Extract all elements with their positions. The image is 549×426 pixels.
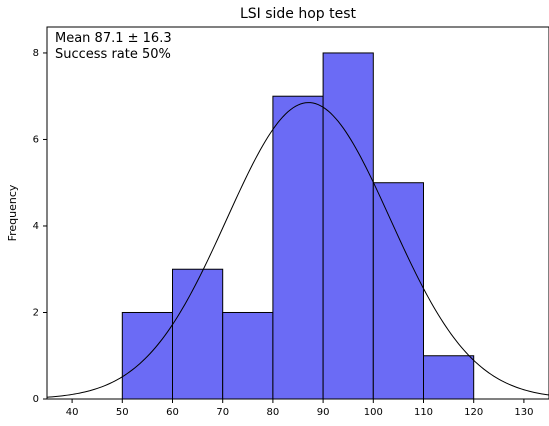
y-tick-label-6: 6 (33, 134, 39, 145)
y-tick-label-2: 2 (33, 307, 39, 318)
y-axis-label: Frequency (6, 184, 19, 241)
x-tick-label-100: 100 (364, 407, 383, 418)
y-tick-label-0: 0 (33, 394, 39, 405)
y-tick-label-4: 4 (33, 221, 39, 232)
histogram-bars (121, 52, 475, 400)
y-axis: 0 2 4 6 8 (33, 48, 47, 405)
normal-curve (46, 102, 549, 398)
x-tick-label-60: 60 (166, 407, 179, 418)
x-tick-label-110: 110 (414, 407, 433, 418)
y-tick-label-8: 8 (33, 48, 39, 59)
x-tick-label-80: 80 (267, 407, 280, 418)
x-tick-label-40: 40 (66, 407, 79, 418)
chart-title: LSI side hop test (240, 6, 357, 22)
histogram-bar-60-70 (172, 268, 224, 400)
histogram-bar-90-100 (322, 52, 374, 400)
x-tick-label-70: 70 (216, 407, 229, 418)
histogram-bar-100-110 (372, 182, 424, 400)
x-tick-label-90: 90 (317, 407, 330, 418)
histogram-bar-80-90 (272, 95, 324, 400)
x-tick-label-130: 130 (514, 407, 533, 418)
histogram-bar-70-80 (222, 311, 274, 400)
histogram-bar-110-120 (423, 355, 475, 400)
x-axis: 40 50 60 70 80 90 100 110 120 130 (66, 399, 533, 418)
annotation-mean: Mean 87.1 ± 16.3 (55, 31, 172, 46)
annotation-success-rate: Success rate 50% (55, 47, 171, 62)
x-tick-label-50: 50 (116, 407, 129, 418)
x-tick-label-120: 120 (464, 407, 483, 418)
